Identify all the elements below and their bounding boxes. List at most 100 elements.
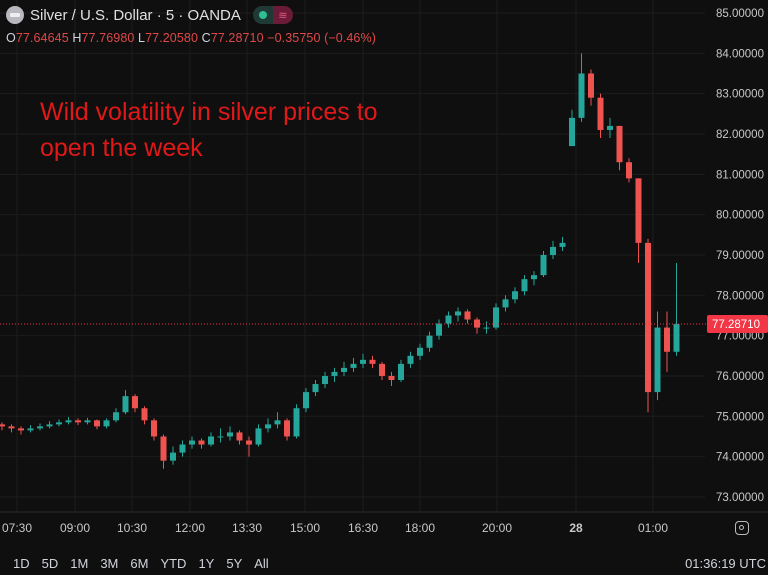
candle-body [122,396,129,413]
chart-annotation: Wild volatility in silver prices to open… [40,94,460,166]
candle-body [141,408,148,421]
candle-body [502,299,509,308]
y-tick-label: 80.00000 [716,210,764,222]
bottom-toolbar: 1D 5D 1M 3M 6M YTD 1Y 5Y All 01:36:19 UTC [0,542,768,575]
range-button-1d[interactable]: 1D [13,556,30,571]
candle-body [569,117,575,147]
candle-body [8,426,15,429]
annotation-line-1: Wild volatility in silver prices to [40,98,378,126]
candle-body [673,324,680,352]
candle-body [550,246,556,255]
candle-body [540,254,547,276]
market-open-icon [252,6,273,24]
range-button-5y[interactable]: 5Y [226,556,243,571]
y-tick-label: 82.00000 [716,129,764,141]
candle-body [113,412,119,421]
candle-body [170,452,176,461]
candle-body [388,375,395,381]
candle-body [512,291,518,300]
candle-body [635,178,642,243]
candle-body [303,392,309,409]
open-value: 77.64645 [15,31,69,45]
x-tick-label: 20:00 [482,521,512,535]
candle-body [236,432,243,441]
y-tick-label: 81.00000 [716,169,764,181]
candle-body [265,424,271,429]
candle-body [246,440,252,445]
candle-body [37,426,43,429]
y-tick-label: 85.00000 [716,8,764,20]
high-value: 77.76980 [81,31,135,45]
settings-icon[interactable] [735,521,749,535]
candle-body [645,242,651,393]
candle-body [46,424,53,427]
range-button-6m[interactable]: 6M [130,556,149,571]
candle-body [341,367,347,372]
candle-body [474,319,480,328]
candle-body [293,408,300,437]
low-value: 77.20580 [145,31,198,45]
x-tick-label: 07:30 [2,521,32,535]
y-tick-label: 79.00000 [716,250,764,262]
range-button-ytd[interactable]: YTD [160,556,187,571]
candle-body [531,275,537,280]
x-tick-label: 28 [569,521,583,535]
range-button-5d[interactable]: 5D [41,556,59,571]
candle-body [151,420,157,437]
range-button-3m[interactable]: 3M [100,556,119,571]
candle-body [445,315,452,324]
x-tick-label: 16:30 [348,521,378,535]
change-value: −0.35750 (−0.46%) [267,31,376,45]
last-price-label: 77.28710 [712,319,760,331]
candle-body [521,279,528,292]
y-tick-label: 76.00000 [716,371,764,383]
candle-body [654,327,661,393]
range-button-all[interactable]: All [254,556,269,571]
candle-body [464,311,471,320]
x-tick-label: 10:30 [117,521,147,535]
range-button-1m[interactable]: 1M [70,556,89,571]
range-button-1y[interactable]: 1Y [198,556,215,571]
market-status-pill[interactable]: ≋ [252,6,293,24]
symbol-title[interactable]: Silver / U.S. Dollar · 5 · OANDA [30,6,241,24]
candle-body [179,444,186,453]
candle-body [255,428,262,445]
candle-body [436,323,442,336]
candle-body [217,436,224,438]
candle-body [198,440,205,445]
x-tick-label: 09:00 [60,521,90,535]
candle-body [607,125,613,130]
y-tick-label: 73.00000 [716,492,764,504]
y-tick-label: 77.00000 [716,331,764,343]
x-tick-label: 01:00 [638,521,668,535]
y-tick-label: 74.00000 [716,452,764,464]
price-chart[interactable]: 85.00000 84.00000 83.00000 82.00000 81.00000… [0,0,768,540]
clock: 01:36:19 UTC [685,556,766,571]
candle-body [18,428,24,431]
symbol-header: Silver / U.S. Dollar · 5 · OANDA ≋ [6,6,293,24]
candle-body [65,420,72,423]
silver-logo-icon [6,6,24,24]
x-tick-label: 12:00 [175,521,205,535]
close-value: 77.28710 [210,31,264,45]
candle-body [578,73,585,118]
y-tick-label: 78.00000 [716,290,764,302]
candle-body [664,327,670,352]
indicator-icon: ≋ [272,6,293,24]
candle-body [0,424,5,427]
candle-body [331,371,338,376]
candle-body [360,359,366,364]
candle-body [588,73,594,98]
candle-body [189,440,195,445]
candle-body [398,363,404,381]
candle-body [94,420,100,427]
range-buttons: 1D 5D 1M 3M 6M YTD 1Y 5Y All [13,556,269,571]
candle-body [75,420,81,423]
y-tick-label: 75.00000 [716,411,764,423]
candle-body [407,355,414,364]
candle-body [483,327,490,329]
candle-body [626,162,632,179]
candle-body [350,363,357,368]
candle-body [616,125,623,163]
x-tick-label: 13:30 [232,521,262,535]
